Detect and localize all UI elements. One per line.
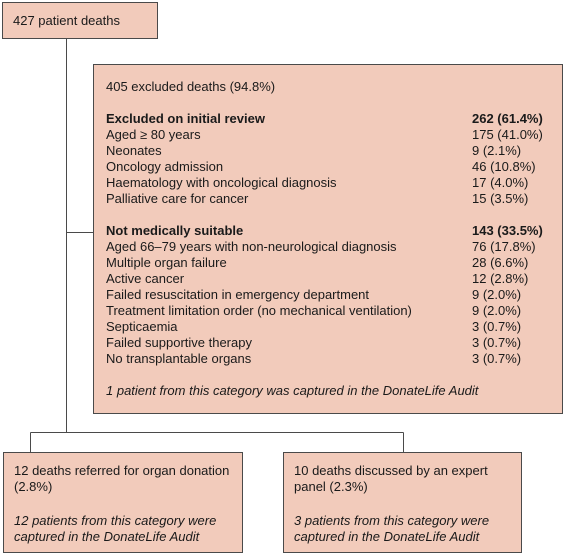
- excluded-box: 405 excluded deaths (94.8%) Excluded on …: [93, 64, 563, 414]
- row-label: Excluded on initial review: [106, 111, 265, 126]
- row-value: 9 (2.1%): [472, 143, 522, 158]
- row-label: No transplantable organs: [106, 351, 252, 366]
- excluded-groups: Excluded on initial review 262 (61.4%) Age…: [106, 111, 562, 367]
- row-value: 262 (61.4%): [472, 111, 543, 126]
- row: Failed resuscitation in emergency depart…: [106, 287, 562, 303]
- referred-title: 12 deaths referred for organ donation (2…: [14, 463, 230, 494]
- row-value: 17 (4.0%): [472, 175, 529, 190]
- group: Not medically suitable 143 (33.5%) Aged 66…: [106, 223, 562, 367]
- row: Active cancer 12 (2.8%): [106, 271, 562, 287]
- group: Excluded on initial review 262 (61.4%) Age…: [106, 111, 562, 207]
- row-label: Not medically suitable: [106, 223, 244, 238]
- row-label: Multiple organ failure: [106, 255, 227, 270]
- row: Palliative care for cancer 15 (3.5%): [106, 191, 562, 207]
- row-value: 3 (0.7%): [472, 351, 522, 366]
- panel-title: 10 deaths discussed by an expert panel (…: [294, 463, 488, 494]
- row-label: Failed supportive therapy: [106, 335, 252, 350]
- row: Septicaemia 3 (0.7%): [106, 319, 562, 335]
- panel-note: 3 patients from this category were captu…: [294, 513, 490, 544]
- row-label: Palliative care for cancer: [106, 191, 249, 206]
- referred-note: 12 patients from this category were capt…: [14, 513, 217, 544]
- row-value: 15 (3.5%): [472, 191, 529, 206]
- row-label: Neonates: [106, 143, 162, 158]
- row-label: Treatment limitation order (no mechanica…: [106, 303, 412, 318]
- row-label: Active cancer: [106, 271, 185, 286]
- row-label: Failed resuscitation in emergency depart…: [106, 287, 370, 302]
- row-label: Haematology with oncological diagnosis: [106, 175, 337, 190]
- top-label: 427 patient deaths: [13, 13, 120, 28]
- excluded-note: 1 patient from this category was capture…: [106, 383, 479, 398]
- referred-box: 12 deaths referred for organ donation (2…: [3, 452, 243, 553]
- row-value: 28 (6.6%): [472, 255, 529, 270]
- row-value: 12 (2.8%): [472, 271, 529, 286]
- panel-box: 10 deaths discussed by an expert panel (…: [283, 452, 522, 553]
- row: Neonates 9 (2.1%): [106, 143, 562, 159]
- row-value: 76 (17.8%): [472, 239, 536, 254]
- row-value: 175 (41.0%): [472, 127, 543, 142]
- row: Haematology with oncological diagnosis 17…: [106, 175, 562, 191]
- row: Aged 66–79 years with non-neurological d…: [106, 239, 562, 255]
- row-label: Oncology admission: [106, 159, 224, 174]
- row-label: Aged ≥ 80 years: [106, 127, 201, 142]
- row: Not medically suitable 143 (33.5%): [106, 223, 562, 239]
- row: Aged ≥ 80 years 175 (41.0%): [106, 127, 562, 143]
- row-value: 9 (2.0%): [472, 303, 522, 318]
- row: Oncology admission 46 (10.8%): [106, 159, 562, 175]
- top-box: 427 patient deaths: [2, 2, 158, 39]
- row: Failed supportive therapy 3 (0.7%): [106, 335, 562, 351]
- excluded-title: 405 excluded deaths (94.8%): [106, 79, 276, 94]
- row-value: 3 (0.7%): [472, 319, 522, 334]
- row-value: 46 (10.8%): [472, 159, 536, 174]
- row-value: 143 (33.5%): [472, 223, 543, 238]
- row: Treatment limitation order (no mechanica…: [106, 303, 562, 319]
- row-label: Aged 66–79 years with non-neurological d…: [106, 239, 397, 254]
- row-value: 3 (0.7%): [472, 335, 522, 350]
- row: Multiple organ failure 28 (6.6%): [106, 255, 562, 271]
- row-value: 9 (2.0%): [472, 287, 522, 302]
- row-label: Septicaemia: [106, 319, 178, 334]
- row: No transplantable organs 3 (0.7%): [106, 351, 562, 367]
- row: Excluded on initial review 262 (61.4%): [106, 111, 562, 127]
